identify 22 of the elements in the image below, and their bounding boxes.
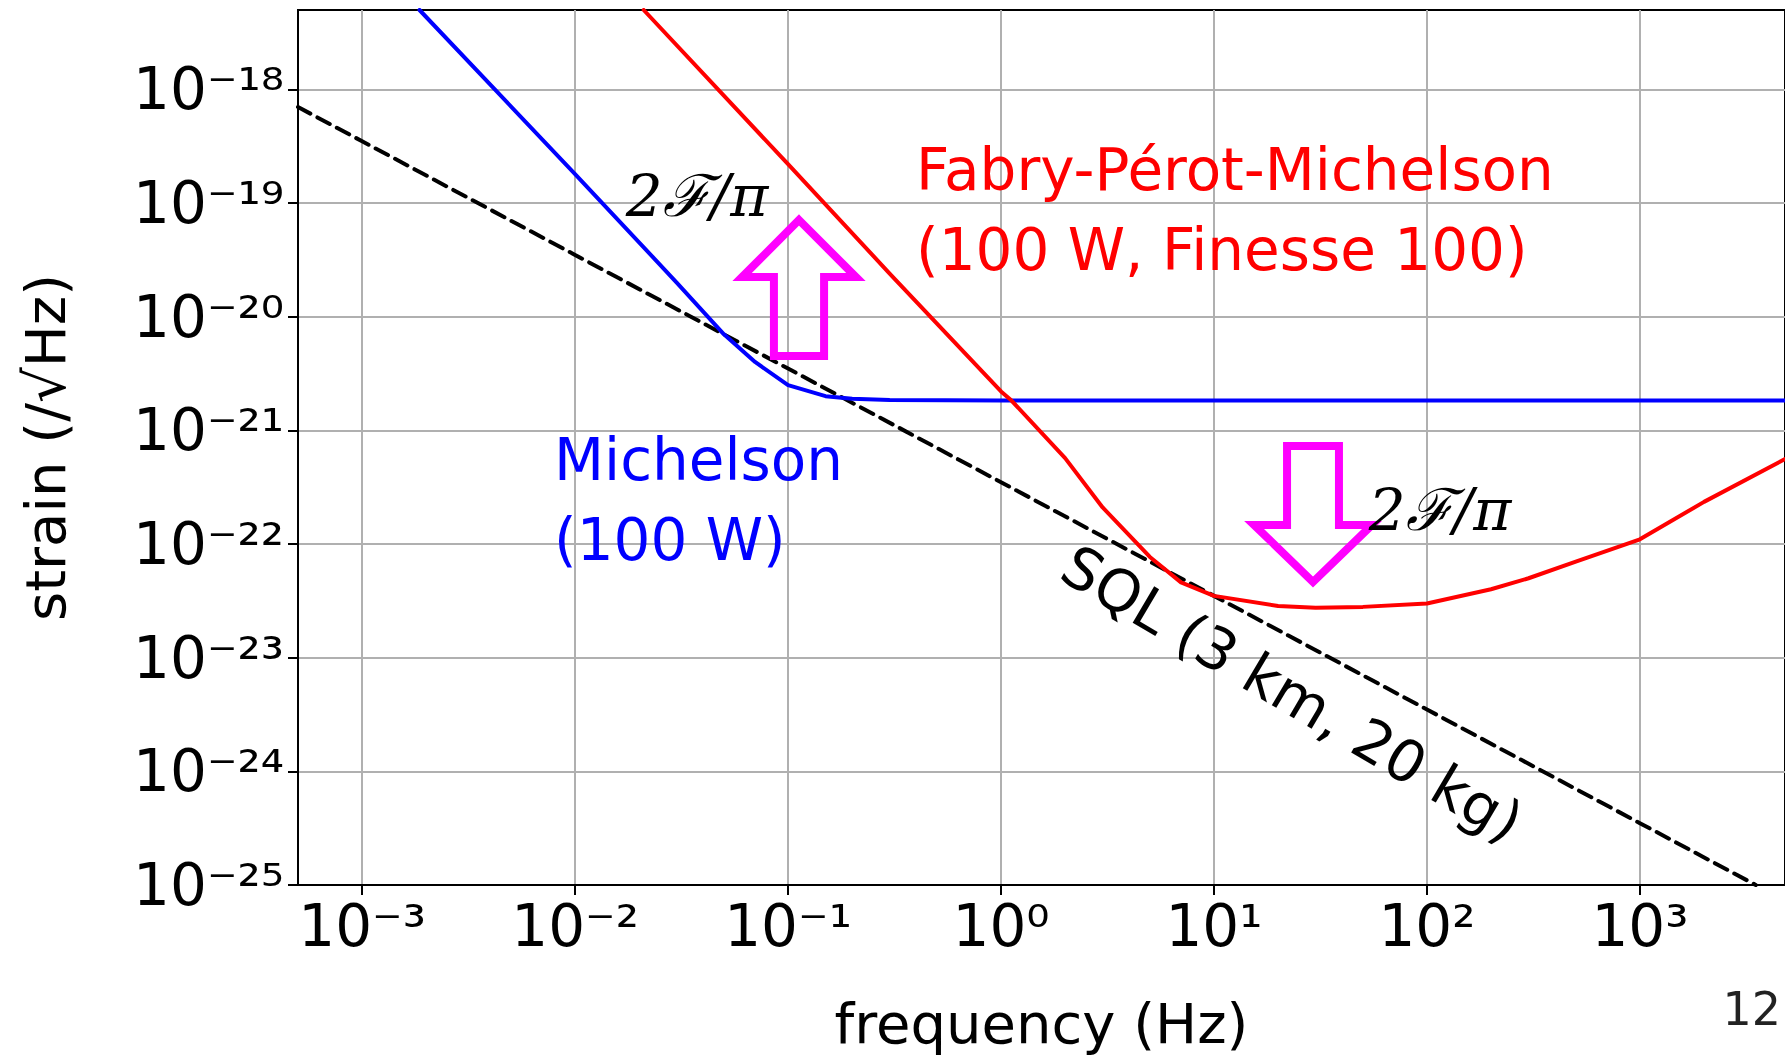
y-tick-label: 10⁻²⁴ <box>133 737 284 806</box>
y-tick-label: 10⁻²³ <box>133 623 284 692</box>
y-tick-label: 10⁻¹⁹ <box>133 169 284 238</box>
y-tick-label: 10⁻²¹ <box>133 396 284 465</box>
x-tick-label: 10⁻³ <box>298 892 426 960</box>
y-tick-label: 10⁻¹⁸ <box>133 55 284 124</box>
series-label: Michelson (100 W) <box>554 426 844 574</box>
text: 12 <box>1722 982 1781 1036</box>
x-tick-label: 10⁻¹ <box>724 892 852 960</box>
x-tick-label: 10² <box>1378 892 1476 960</box>
annotation: 2ℱ/π <box>1368 475 1512 544</box>
series-label: Fabry-Pérot-Michelson (100 W, Finesse 100) <box>916 136 1554 284</box>
x-axis-title: frequency (Hz) <box>834 990 1249 1056</box>
x-tick-label: 10⁻² <box>511 892 639 960</box>
y-tick-label: 10⁻²⁵ <box>133 851 284 919</box>
y-tick-label: 10⁻²² <box>133 510 284 579</box>
y-tick-label: 10⁻²⁰ <box>133 282 284 351</box>
x-tick-label: 10¹ <box>1165 892 1263 960</box>
y-axis-title: strain (/√Hz) <box>12 273 78 622</box>
x-tick-label: 10³ <box>1591 892 1689 960</box>
annotation: 2ℱ/π <box>625 161 769 230</box>
x-tick-label: 10⁰ <box>952 892 1050 960</box>
